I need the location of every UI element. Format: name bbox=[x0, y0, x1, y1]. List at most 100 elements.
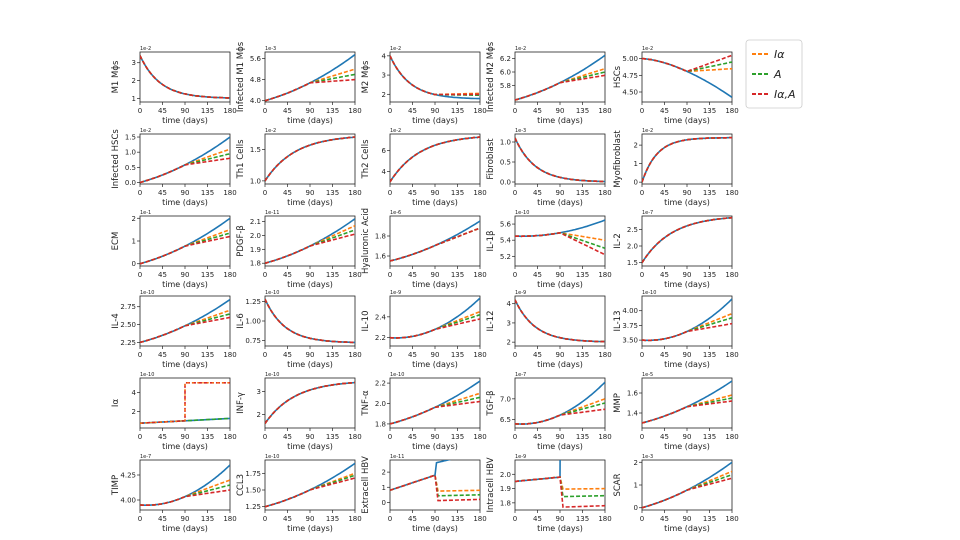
panel-4: 0 45 90 135 180 time (days) 5.8 6.0 6.2 1e-2 Infec… bbox=[486, 41, 612, 125]
y-tick-label: 2 bbox=[507, 339, 511, 347]
x-tick-label: 135 bbox=[576, 515, 589, 523]
x-tick-label: 90 bbox=[431, 351, 440, 359]
x-tick-label: 0 bbox=[138, 271, 142, 279]
x-tick-label: 0 bbox=[388, 515, 392, 523]
series-I-alpha-A bbox=[642, 322, 732, 342]
x-tick-label: 90 bbox=[431, 515, 440, 523]
x-tick-label: 45 bbox=[660, 107, 669, 115]
panel-13: 0 45 90 135 180 time (days) 1.6 1.8 1e-6 Hyaluron… bbox=[361, 208, 487, 289]
x-tick-label: 90 bbox=[181, 107, 190, 115]
x-tick-label: 0 bbox=[138, 515, 142, 523]
panel-22: 0 45 90 135 180 time (days) 2 3 1e-10 INF-γ bbox=[236, 372, 362, 451]
y-tick-label: 2.0 bbox=[500, 471, 511, 479]
panel-12: 0 45 90 135 180 time (days) 1.8 1.9 2.0 2.1 1e-11 P… bbox=[236, 210, 362, 289]
x-tick-label: 0 bbox=[388, 433, 392, 441]
panel-5: 0 45 90 135 180 time (days) 4.50 4.75 5.00 1e-2 HS… bbox=[613, 46, 739, 125]
panel-14: 0 45 90 135 180 time (days) 5.2 5.4 5.61e-10 IL-1… bbox=[486, 210, 612, 289]
y-tick-label: 6.2 bbox=[500, 55, 511, 63]
x-tick-label: 180 bbox=[473, 515, 486, 523]
series-I-alpha-A bbox=[515, 74, 605, 101]
x-tick-label: 0 bbox=[513, 351, 517, 359]
x-tick-label: 135 bbox=[451, 271, 464, 279]
x-tick-label: 135 bbox=[703, 351, 716, 359]
x-axis-label: time (days) bbox=[287, 280, 333, 289]
x-tick-label: 45 bbox=[158, 189, 167, 197]
series-group bbox=[265, 298, 355, 344]
y-tick-label: 2.0 bbox=[250, 232, 261, 240]
x-tick-label: 0 bbox=[640, 351, 644, 359]
series-A bbox=[642, 136, 732, 183]
series-group bbox=[265, 53, 355, 102]
x-axis-label: time (days) bbox=[162, 198, 208, 207]
series-group bbox=[140, 464, 230, 506]
x-axis-label: time (days) bbox=[287, 198, 333, 207]
panel-15: 0 45 90 135 180 time (days) 1.5 2.0 2.5 1e-7 IL-2 bbox=[613, 210, 739, 289]
y-tick-label: 0.5 bbox=[500, 159, 511, 167]
y-axis-label: Th2 Cells bbox=[361, 139, 371, 180]
series-group bbox=[265, 381, 355, 424]
series-baseline bbox=[390, 220, 480, 262]
y-exponent: 1e-2 bbox=[390, 46, 401, 52]
series-I-alpha-A bbox=[140, 235, 230, 265]
y-tick-label: 1.8 bbox=[375, 233, 386, 241]
x-tick-label: 135 bbox=[201, 433, 214, 441]
x-tick-label: 90 bbox=[306, 351, 315, 359]
y-exponent: 1e-10 bbox=[642, 290, 656, 296]
legend-label-I_alpha: Iα bbox=[774, 48, 785, 61]
y-tick-label: 1.8 bbox=[375, 420, 386, 428]
x-tick-label: 45 bbox=[660, 271, 669, 279]
x-tick-label: 45 bbox=[660, 189, 669, 197]
series-I-alpha-A bbox=[515, 231, 605, 256]
y-axis-label: Iα bbox=[111, 399, 121, 408]
x-tick-label: 0 bbox=[263, 351, 267, 359]
x-tick-label: 135 bbox=[451, 107, 464, 115]
y-axis-label: Intracell HBV bbox=[486, 457, 496, 512]
y-tick-label: 1.5 bbox=[627, 259, 638, 267]
series-A bbox=[515, 402, 605, 425]
y-exponent: 1e-7 bbox=[140, 454, 151, 460]
x-tick-label: 90 bbox=[431, 433, 440, 441]
x-axis-label: time (days) bbox=[287, 524, 333, 533]
panel-23: 0 45 90 135 180 time (days) 1.8 2.0 2.2 1e-10 TNF-… bbox=[361, 372, 487, 451]
x-tick-label: 45 bbox=[660, 351, 669, 359]
series-I-alpha-A bbox=[642, 54, 732, 73]
series-I-alpha-A bbox=[265, 78, 355, 102]
x-tick-label: 45 bbox=[408, 351, 417, 359]
y-axis-label: HSCs bbox=[613, 65, 623, 88]
series-group bbox=[140, 55, 230, 99]
y-exponent: 1e-6 bbox=[390, 210, 401, 216]
series-I-alpha-A bbox=[140, 316, 230, 344]
y-tick-label: 2.2 bbox=[375, 380, 386, 388]
y-tick-label: 0 bbox=[382, 499, 386, 507]
y-tick-label: 1.00 bbox=[245, 318, 261, 326]
x-tick-label: 135 bbox=[326, 271, 339, 279]
y-tick-label: 5.4 bbox=[500, 237, 512, 245]
y-tick-label: 1.5 bbox=[125, 134, 136, 142]
x-tick-label: 45 bbox=[533, 271, 542, 279]
x-tick-label: 180 bbox=[348, 351, 361, 359]
x-axis-label: time (days) bbox=[537, 116, 583, 125]
series-I-alpha-A bbox=[515, 408, 605, 425]
panel-30: 0 45 90 135 180 time (days) 0 1 2 1e-3 SCAR bbox=[613, 454, 739, 533]
x-tick-label: 45 bbox=[158, 107, 167, 115]
series-group bbox=[390, 297, 480, 339]
y-tick-label: 2.2 bbox=[375, 334, 386, 342]
series-A bbox=[390, 314, 480, 339]
y-tick-label: 3 bbox=[132, 59, 136, 67]
y-tick-label: 1.0 bbox=[250, 177, 261, 185]
y-axis-label: Infected M2 Mϕs bbox=[486, 41, 496, 112]
y-tick-label: 1.50 bbox=[245, 487, 261, 495]
panel-1: 0 45 90 135 180 time (days) 1 2 3 1e-2 M1 Mϕs bbox=[111, 46, 237, 125]
y-tick-label: 2.4 bbox=[375, 313, 387, 321]
panel-25: 0 45 90 135 180 time (days) 1.4 1.6 1e-5 MMP bbox=[613, 372, 739, 451]
axes-frame bbox=[389, 215, 481, 267]
series-group bbox=[265, 136, 355, 182]
y-tick-label: 1.25 bbox=[245, 298, 261, 306]
y-tick-label: 4.25 bbox=[120, 472, 136, 480]
y-tick-label: 1.5 bbox=[250, 146, 261, 154]
series-I-alpha-A bbox=[265, 381, 355, 424]
x-tick-label: 90 bbox=[306, 189, 315, 197]
x-tick-label: 45 bbox=[283, 107, 292, 115]
series-I-alpha bbox=[390, 310, 480, 339]
series-I-alpha bbox=[390, 136, 480, 183]
